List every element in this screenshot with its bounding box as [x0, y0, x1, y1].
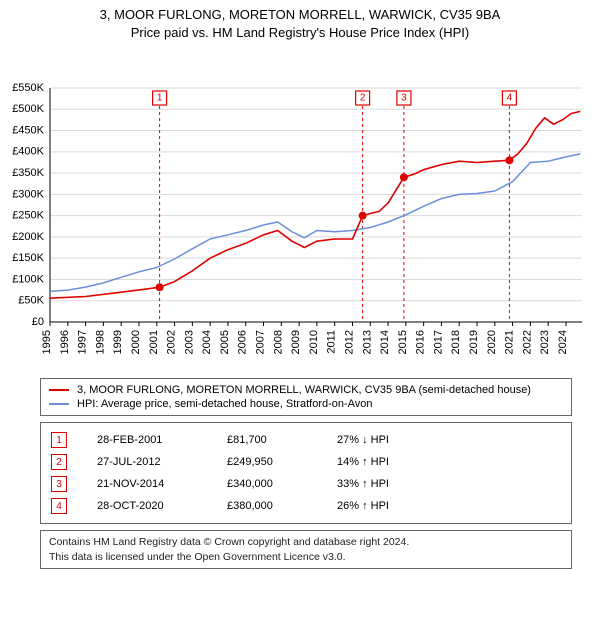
- event-price: £81,700: [227, 434, 307, 446]
- chart: £0 £50K £100K £150K £200K £250K £300K £350K £400…: [0, 42, 600, 372]
- svg-text:£100K: £100K: [12, 274, 44, 286]
- svg-text:2007: 2007: [255, 330, 267, 354]
- svg-text:1995: 1995: [41, 330, 53, 354]
- svg-text:2019: 2019: [468, 330, 480, 354]
- svg-text:£550K: £550K: [12, 82, 44, 94]
- footer: Contains HM Land Registry data © Crown c…: [40, 530, 572, 568]
- event-delta: 33% ↑ HPI: [337, 478, 437, 490]
- svg-text:2006: 2006: [237, 330, 249, 354]
- svg-text:1999: 1999: [112, 330, 124, 354]
- svg-text:£150K: £150K: [12, 252, 44, 264]
- svg-text:2020: 2020: [486, 330, 498, 354]
- legend-item: 3, MOOR FURLONG, MORETON MORRELL, WARWIC…: [49, 383, 563, 397]
- svg-text:1: 1: [157, 93, 163, 104]
- title-line-1: 3, MOOR FURLONG, MORETON MORRELL, WARWIC…: [0, 6, 600, 24]
- svg-text:2005: 2005: [219, 330, 231, 354]
- title-line-2: Price paid vs. HM Land Registry's House …: [0, 24, 600, 42]
- svg-text:2018: 2018: [450, 330, 462, 354]
- chart-svg: £0 £50K £100K £150K £200K £250K £300K £350K £400…: [0, 42, 600, 372]
- legend: 3, MOOR FURLONG, MORETON MORRELL, WARWIC…: [40, 378, 572, 416]
- svg-text:2022: 2022: [521, 330, 533, 354]
- event-marker: 1: [51, 432, 67, 448]
- svg-text:2024: 2024: [557, 330, 569, 354]
- footer-line-2: This data is licensed under the Open Gov…: [49, 550, 563, 564]
- svg-text:2009: 2009: [290, 330, 302, 354]
- event-date: 27-JUL-2012: [97, 456, 197, 468]
- event-marker: 4: [51, 498, 67, 514]
- svg-text:1998: 1998: [94, 330, 106, 354]
- legend-swatch: [49, 389, 69, 391]
- event-row: 3 21-NOV-2014 £340,000 33% ↑ HPI: [51, 473, 561, 495]
- svg-text:2012: 2012: [343, 330, 355, 354]
- legend-label: 3, MOOR FURLONG, MORETON MORRELL, WARWIC…: [77, 384, 531, 396]
- svg-text:£500K: £500K: [12, 104, 44, 116]
- svg-text:4: 4: [507, 93, 513, 104]
- events-table: 1 28-FEB-2001 £81,700 27% ↓ HPI 2 27-JUL-2012…: [40, 422, 572, 524]
- event-date: 28-FEB-2001: [97, 434, 197, 446]
- svg-text:2016: 2016: [415, 330, 427, 354]
- legend-label: HPI: Average price, semi-detached house,…: [77, 398, 373, 410]
- svg-text:£300K: £300K: [12, 189, 44, 201]
- svg-text:3: 3: [401, 93, 407, 104]
- svg-text:2003: 2003: [183, 330, 195, 354]
- svg-text:1996: 1996: [59, 330, 71, 354]
- svg-text:2023: 2023: [539, 330, 551, 354]
- event-row: 1 28-FEB-2001 £81,700 27% ↓ HPI: [51, 429, 561, 451]
- svg-text:2002: 2002: [166, 330, 178, 354]
- svg-text:2010: 2010: [308, 330, 320, 354]
- legend-swatch: [49, 403, 69, 405]
- event-marker: 2: [51, 454, 67, 470]
- svg-text:2021: 2021: [504, 330, 516, 354]
- svg-text:2000: 2000: [130, 330, 142, 354]
- svg-text:2017: 2017: [432, 330, 444, 354]
- legend-item: HPI: Average price, semi-detached house,…: [49, 397, 563, 411]
- event-date: 28-OCT-2020: [97, 500, 197, 512]
- event-delta: 26% ↑ HPI: [337, 500, 437, 512]
- event-delta: 27% ↓ HPI: [337, 434, 437, 446]
- svg-text:£0: £0: [32, 316, 44, 328]
- event-row: 4 28-OCT-2020 £380,000 26% ↑ HPI: [51, 495, 561, 517]
- event-delta: 14% ↑ HPI: [337, 456, 437, 468]
- svg-text:£450K: £450K: [12, 125, 44, 137]
- svg-text:£50K: £50K: [18, 295, 44, 307]
- svg-text:2011: 2011: [326, 330, 338, 354]
- svg-text:2015: 2015: [397, 330, 409, 354]
- svg-text:£350K: £350K: [12, 167, 44, 179]
- event-row: 2 27-JUL-2012 £249,950 14% ↑ HPI: [51, 451, 561, 473]
- footer-line-1: Contains HM Land Registry data © Crown c…: [49, 535, 563, 549]
- svg-text:£200K: £200K: [12, 231, 44, 243]
- event-price: £340,000: [227, 478, 307, 490]
- svg-text:2001: 2001: [148, 330, 160, 354]
- title-block: 3, MOOR FURLONG, MORETON MORRELL, WARWIC…: [0, 0, 600, 42]
- svg-text:£250K: £250K: [12, 210, 44, 222]
- svg-text:2008: 2008: [272, 330, 284, 354]
- svg-text:2013: 2013: [361, 330, 373, 354]
- svg-text:2004: 2004: [201, 330, 213, 354]
- svg-text:2: 2: [360, 93, 366, 104]
- event-price: £380,000: [227, 500, 307, 512]
- event-date: 21-NOV-2014: [97, 478, 197, 490]
- svg-text:1997: 1997: [77, 330, 89, 354]
- event-marker: 3: [51, 476, 67, 492]
- svg-text:£400K: £400K: [12, 146, 44, 158]
- event-price: £249,950: [227, 456, 307, 468]
- svg-text:2014: 2014: [379, 330, 391, 354]
- figure-container: 3, MOOR FURLONG, MORETON MORRELL, WARWIC…: [0, 0, 600, 569]
